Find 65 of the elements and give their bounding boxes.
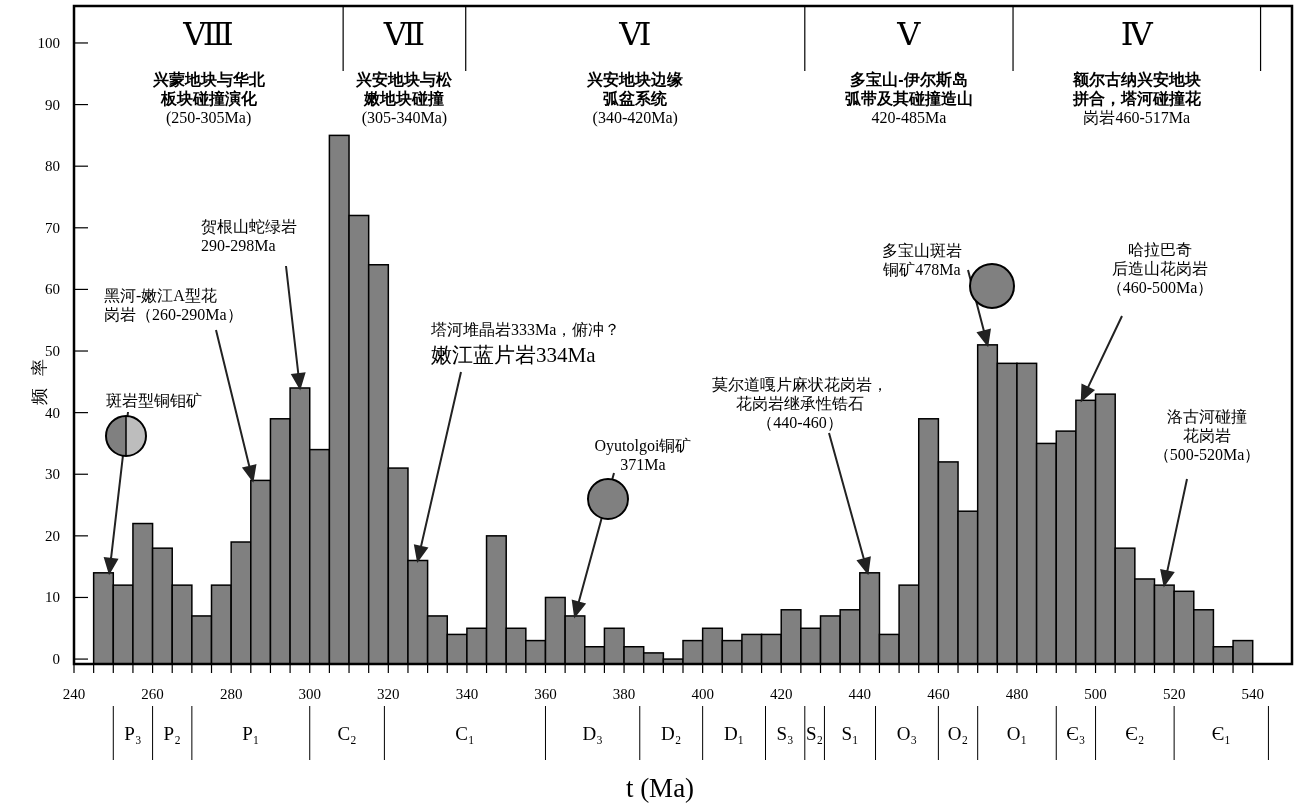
- x-tick-label: 360: [534, 686, 557, 702]
- category-label: Є₃: [1066, 723, 1086, 744]
- annotation: 塔河堆晶岩333Ma，俯冲？: [430, 321, 621, 338]
- x-tick-label: 380: [612, 686, 636, 702]
- y-tick-label: 50: [45, 343, 60, 360]
- annotation: 兴安地块与松嫩地块碰撞(305-340Ma): [355, 70, 454, 127]
- annotation: 哈拉巴奇后造山花岗岩（460-500Ma）: [1106, 241, 1214, 296]
- x-tick-label: 480: [1005, 686, 1029, 702]
- y-tick-label: 80: [45, 158, 60, 175]
- category-label: O₃: [896, 723, 918, 744]
- x-axis-title: t (Ma): [625, 773, 695, 803]
- category-label: S₃: [776, 723, 794, 744]
- y-tick-label: 40: [45, 404, 60, 421]
- x-tick-label: 460: [927, 686, 950, 702]
- category-label: D₂: [661, 723, 682, 744]
- annotation: Ⅷ: [182, 16, 234, 52]
- x-tick-label: 440: [848, 686, 872, 702]
- annotation: 兴蒙地块与华北板块碰撞演化(250-305Ma): [151, 71, 266, 127]
- annotation: 兴安地块边缘弧盆系统(340-420Ma): [586, 70, 684, 127]
- y-tick-label: 60: [45, 281, 60, 298]
- annotation: 黑河-嫩江A型花岗岩（260-290Ma）: [104, 287, 243, 323]
- category-label: C₂: [337, 723, 357, 744]
- annotation: 多宝山斑岩铜矿478Ma: [882, 242, 962, 278]
- annotation: 嫩江蓝片岩334Ma: [431, 343, 597, 367]
- y-tick-label: 20: [45, 527, 60, 544]
- category-label: S₂: [806, 723, 824, 744]
- annotation: Ⅵ: [618, 16, 652, 52]
- x-tick-label: 280: [219, 686, 243, 702]
- x-tick-label: 340: [455, 686, 479, 702]
- y-tick-label: 30: [45, 466, 60, 483]
- category-label: Є₂: [1125, 723, 1145, 744]
- category-label: D₃: [582, 723, 603, 744]
- x-tick-label: 520: [1162, 686, 1186, 702]
- annotation: 洛古河碰撞花岗岩（500-520Ma）: [1153, 408, 1261, 463]
- annotation: 斑岩型铜钼矿: [106, 392, 202, 409]
- x-tick-label: 420: [769, 686, 793, 702]
- x-tick-label: 320: [377, 686, 400, 702]
- x-tick-label: 260: [141, 686, 164, 702]
- category-label: O₂: [947, 723, 969, 744]
- x-tick-label: 500: [1084, 686, 1107, 702]
- y-tick-label: 100: [37, 34, 60, 51]
- annotation: 额尔古纳兴安地块拼合，塔河碰撞花岗岩460-517Ma: [1071, 70, 1202, 126]
- y-tick-label: 90: [45, 96, 60, 113]
- x-tick-label: 300: [298, 686, 321, 702]
- annotation: 莫尔道嘎片麻状花岗岩，花岗岩继承性锆石（440-460）: [712, 376, 888, 431]
- category-label: Є₁: [1211, 723, 1231, 744]
- category-label: O₁: [1006, 723, 1028, 744]
- y-tick-label: 70: [45, 219, 60, 236]
- x-tick-label: 240: [62, 686, 86, 702]
- x-tick-label: 400: [691, 686, 714, 702]
- annotation: Ⅳ: [1120, 16, 1154, 52]
- category-label: C₁: [455, 723, 475, 744]
- y-tick-label: 10: [45, 589, 60, 606]
- category-label: P₁: [242, 723, 260, 744]
- annotation: 贺根山蛇绿岩290-298Ma: [201, 218, 297, 254]
- category-label: P₃: [124, 723, 142, 744]
- category-label: D₁: [723, 723, 745, 744]
- annotation: Ⅴ: [896, 16, 922, 52]
- category-label: S₁: [841, 723, 859, 744]
- annotation: Oyutolgoi铜矿371Ma: [594, 437, 692, 473]
- annotation: 多宝山-伊尔斯岛弧带及其碰撞造山420-485Ma: [844, 70, 973, 126]
- category-label: P₂: [163, 723, 181, 744]
- y-tick-label: 0: [52, 651, 60, 668]
- x-tick-label: 540: [1241, 686, 1264, 702]
- annotation: Ⅶ: [382, 16, 426, 52]
